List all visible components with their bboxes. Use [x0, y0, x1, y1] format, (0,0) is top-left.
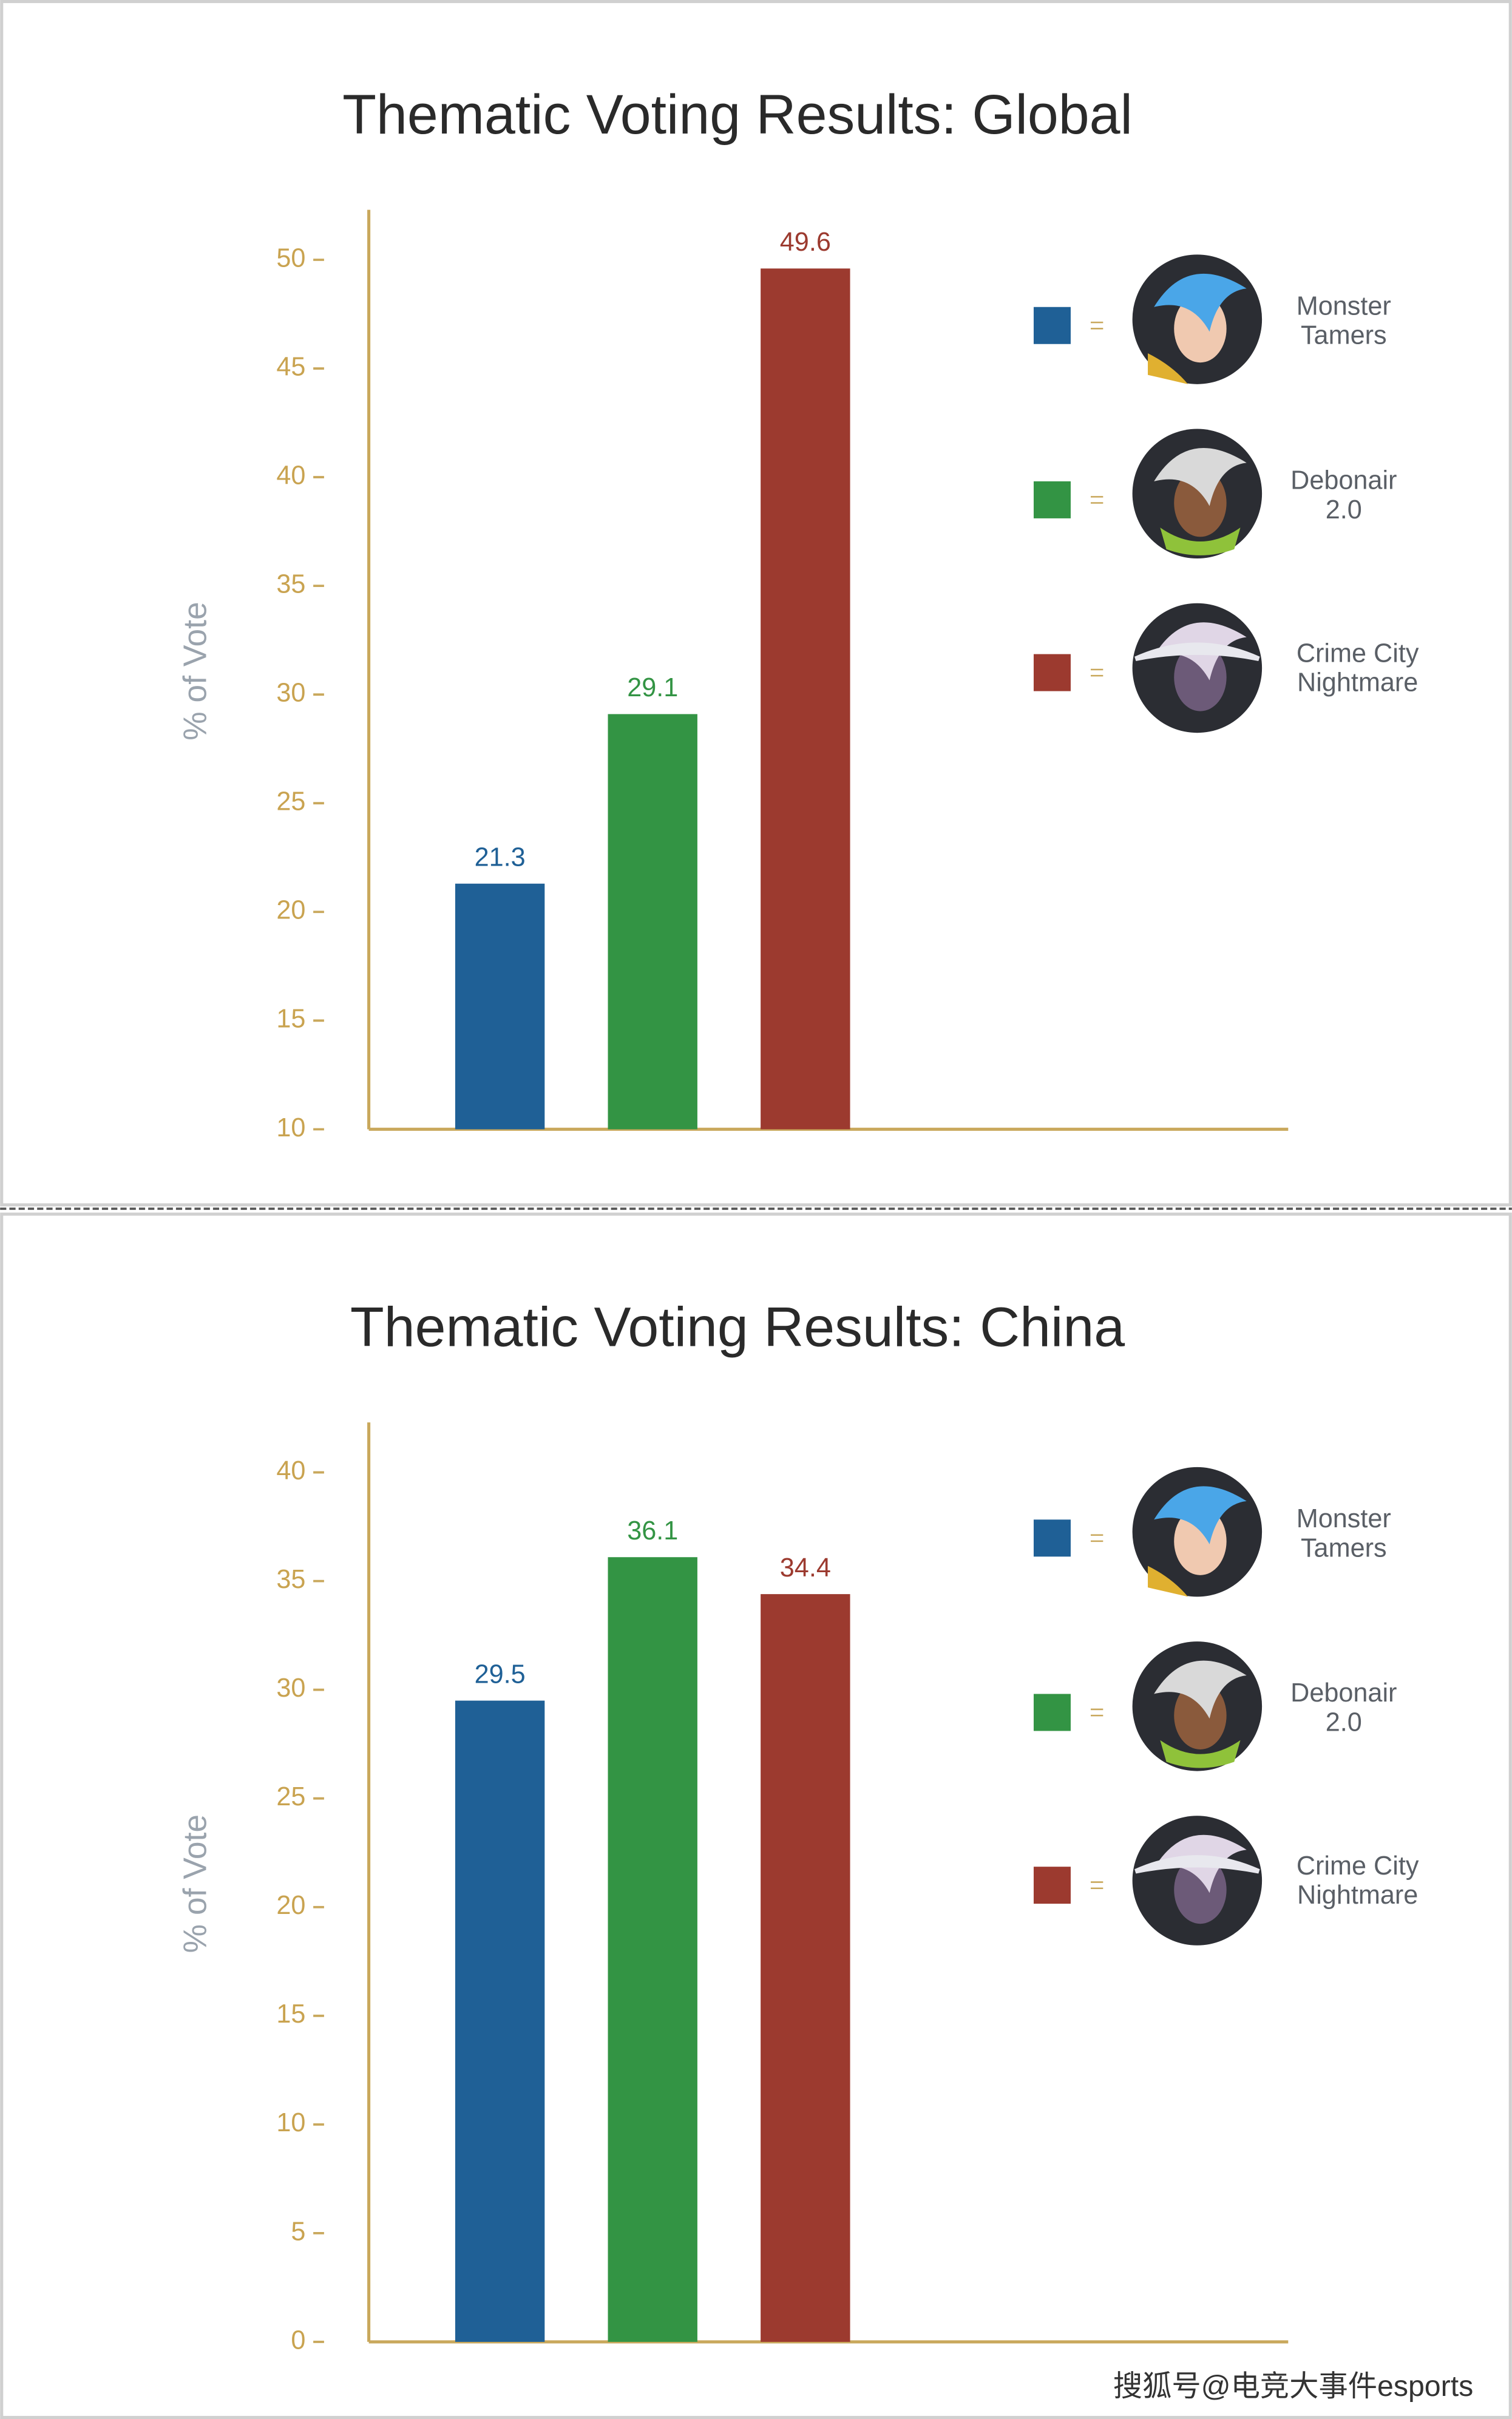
legend-label-box: Crime City Nightmare — [1296, 1851, 1419, 1910]
y-tick-label: 30 — [276, 1674, 305, 1703]
value-label: 29.1 — [627, 673, 678, 702]
bar — [761, 1594, 850, 2342]
legend-icon-scarf — [1160, 528, 1241, 555]
legend-label-box: Debonair 2.0 — [1290, 466, 1397, 525]
y-axis-label: % of Vote — [178, 1814, 214, 1953]
y-tick-label: 35 — [276, 570, 305, 599]
legend-label: Crime City Nightmare — [1296, 1851, 1419, 1910]
bar — [608, 1557, 697, 2342]
y-tick-label: 15 — [276, 2000, 305, 2029]
legend-label: Crime City Nightmare — [1296, 639, 1419, 697]
panel-border — [0, 1212, 1512, 2419]
y-tick-label: 20 — [276, 896, 305, 925]
y-tick-label: 45 — [276, 352, 305, 381]
panel-border — [0, 0, 1512, 1207]
legend-label-box: Debonair 2.0 — [1290, 1678, 1397, 1737]
y-tick-label: 10 — [276, 1113, 305, 1142]
bar — [761, 268, 850, 1130]
y-tick-label: 30 — [276, 679, 305, 708]
legend-icon-hat — [1134, 642, 1260, 661]
value-label: 49.6 — [780, 228, 831, 257]
legend-swatch — [1033, 481, 1071, 518]
y-axis-label: % of Vote — [178, 602, 214, 740]
legend-swatch — [1033, 1867, 1071, 1904]
legend-icon-hair — [1154, 1660, 1247, 1719]
y-tick-label: 10 — [276, 2108, 305, 2137]
y-tick-label: 40 — [276, 1456, 305, 1485]
y-tick-label: 25 — [276, 1782, 305, 1811]
y-tick-label: 40 — [276, 461, 305, 490]
value-label: 29.5 — [475, 1660, 526, 1689]
legend-icon-hair — [1154, 448, 1247, 506]
bar — [455, 1700, 545, 2342]
legend-swatch — [1033, 654, 1071, 691]
y-tick-label: 35 — [276, 1565, 305, 1594]
legend-swatch — [1033, 1519, 1071, 1557]
chart-title: Thematic Voting Results: Global — [342, 84, 1133, 146]
y-tick-label: 5 — [291, 2217, 305, 2246]
value-label: 21.3 — [475, 843, 526, 872]
legend-label-box: Crime City Nightmare — [1296, 639, 1419, 697]
legend-label-box: Monster Tamers — [1296, 1504, 1391, 1563]
value-label: 34.4 — [780, 1553, 831, 1583]
y-tick-label: 0 — [291, 2326, 305, 2355]
legend-icon-hair — [1154, 273, 1247, 332]
legend-swatch — [1033, 1694, 1071, 1731]
y-tick-label: 25 — [276, 787, 305, 816]
legend-icon-hat — [1134, 1855, 1260, 1874]
y-tick-label: 20 — [276, 1891, 305, 1920]
legend-label: Monster Tamers — [1296, 1504, 1391, 1563]
watermark: 搜狐号@电竞大事件esports — [1113, 2370, 1473, 2403]
legend-icon-scarf — [1160, 1740, 1241, 1768]
legend-label: Debonair 2.0 — [1290, 1678, 1397, 1737]
legend-icon-collar — [1148, 353, 1188, 384]
legend-icon-hair — [1154, 1486, 1247, 1544]
bar — [608, 714, 697, 1130]
legend-icon-collar — [1148, 1566, 1188, 1597]
y-tick-label: 15 — [276, 1005, 305, 1034]
bar — [455, 883, 545, 1130]
y-tick-label: 50 — [276, 243, 305, 273]
legend-label-box: Monster Tamers — [1296, 291, 1391, 350]
value-label: 36.1 — [627, 1516, 678, 1545]
chart-title: Thematic Voting Results: China — [350, 1296, 1125, 1358]
legend-label: Monster Tamers — [1296, 291, 1391, 350]
legend-swatch — [1033, 307, 1071, 344]
legend-label: Debonair 2.0 — [1290, 466, 1397, 525]
